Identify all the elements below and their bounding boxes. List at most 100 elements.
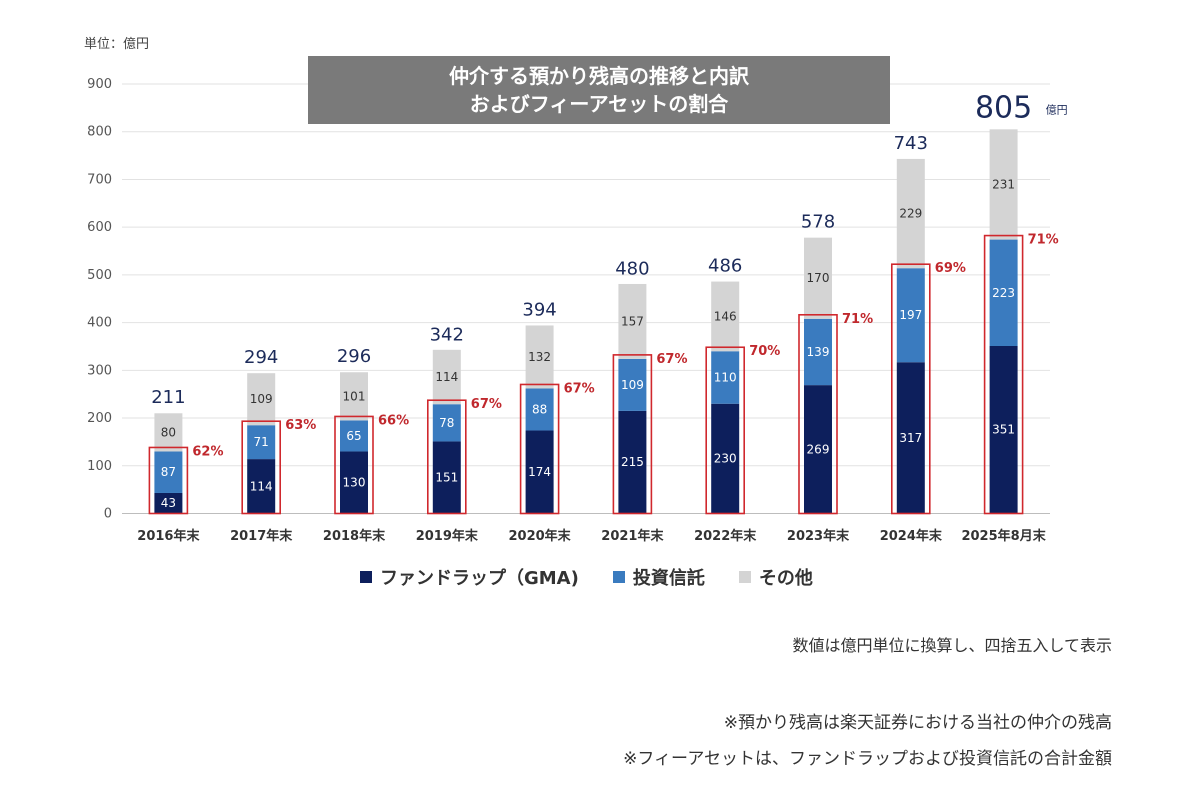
- y-tick-label: 600: [87, 220, 112, 235]
- bar-segment-investment-trust: [989, 239, 1018, 346]
- y-tick-label: 500: [87, 268, 112, 283]
- data-label-fund-wrap: 43: [161, 496, 176, 510]
- bar-segment-other: [432, 349, 461, 405]
- y-tick-label: 800: [87, 125, 112, 140]
- total-label: 296: [337, 346, 371, 367]
- y-tick-label: 700: [87, 172, 112, 187]
- bar-segment-fund-wrap: [247, 459, 276, 514]
- x-tick-label: 2021年末: [601, 528, 664, 544]
- data-label-investment-trust: 88: [532, 402, 547, 416]
- y-tick-label: 100: [87, 459, 112, 474]
- bar-segment-other: [711, 281, 740, 352]
- bar-segment-investment-trust: [618, 358, 647, 411]
- data-label-investment-trust: 110: [714, 370, 737, 384]
- fee-asset-highlight: [705, 346, 746, 515]
- bar-segment-investment-trust: [711, 351, 740, 404]
- fee-asset-ratio-label: 62%: [192, 444, 223, 459]
- data-label-other: 157: [621, 314, 644, 328]
- data-label-fund-wrap: 351: [992, 423, 1015, 437]
- bar-segment-other: [154, 413, 183, 452]
- bar-segment-fund-wrap: [154, 492, 183, 514]
- y-tick-label: 0: [104, 507, 112, 522]
- bar-segment-other: [525, 325, 554, 389]
- total-label: 743: [894, 133, 928, 154]
- chart-title-line-2: およびフィーアセットの割合: [469, 92, 729, 116]
- data-label-investment-trust: 109: [621, 378, 644, 392]
- data-label-fund-wrap: 151: [435, 470, 458, 484]
- fee-asset-highlight: [983, 234, 1024, 515]
- bar-segment-other: [804, 237, 832, 319]
- total-label: 805: [975, 90, 1032, 125]
- bar-segment-investment-trust: [247, 425, 276, 460]
- bar-segment-fund-wrap: [340, 451, 368, 514]
- legend-item-fund-wrap: ファンドラップ（GMA): [360, 564, 579, 590]
- legend-swatch-investment-trust: [612, 571, 625, 583]
- fee-asset-highlight: [798, 313, 838, 515]
- data-label-other: 132: [528, 350, 551, 364]
- note-rounding: 数値は億円単位に換算し、四捨五入して表示: [792, 636, 1112, 655]
- x-tick-label: 2024年末: [880, 528, 943, 544]
- data-label-fund-wrap: 130: [343, 475, 366, 489]
- data-label-investment-trust: 65: [346, 429, 361, 443]
- unit-label: 単位：億円: [84, 37, 150, 52]
- total-unit-label: 億円: [1046, 103, 1068, 116]
- y-tick-label: 900: [87, 77, 112, 92]
- data-label-investment-trust: 87: [161, 465, 176, 479]
- data-label-other: 109: [250, 392, 273, 406]
- legend-label-investment-trust: 投資信託: [632, 568, 705, 589]
- fee-asset-highlight: [241, 420, 281, 515]
- x-tick-label: 2018年末: [323, 528, 386, 544]
- bar-segment-fund-wrap: [804, 385, 832, 514]
- bar-segment-investment-trust: [432, 404, 461, 442]
- bar-segment-investment-trust: [154, 451, 183, 493]
- fee-asset-highlight: [612, 354, 653, 515]
- x-tick-label: 2017年末: [230, 528, 293, 544]
- bar-segment-fund-wrap: [896, 362, 925, 514]
- x-tick-label: 2025年8月末: [961, 528, 1046, 544]
- x-tick-label: 2023年末: [787, 528, 850, 544]
- data-label-investment-trust: 139: [807, 345, 830, 359]
- chart-title: 仲介する預かり残高の推移と内訳 およびフィーアセットの割合: [308, 56, 890, 124]
- data-label-other: 170: [807, 271, 830, 285]
- bar-segment-other: [247, 373, 276, 426]
- data-label-investment-trust: 78: [439, 416, 454, 430]
- fee-asset-ratio-label: 66%: [378, 413, 409, 428]
- x-tick-label: 2022年末: [694, 528, 757, 544]
- data-label-fund-wrap: 317: [899, 431, 922, 445]
- fee-asset-highlight: [334, 415, 374, 515]
- bar-segment-other: [618, 283, 647, 359]
- total-label: 486: [708, 256, 742, 277]
- legend: ファンドラップ（GMA) 投資信託 その他: [360, 564, 813, 590]
- note-balance-definition: ※預かり残高は楽天証券における当社の仲介の残高: [723, 713, 1112, 733]
- fee-asset-highlight: [148, 446, 189, 515]
- legend-swatch-fund-wrap: [360, 571, 372, 583]
- y-tick-label: 200: [87, 411, 112, 426]
- y-tick-label: 300: [87, 363, 112, 378]
- total-label: 394: [522, 299, 556, 320]
- bar-segment-investment-trust: [804, 318, 832, 386]
- fee-asset-ratio-label: 69%: [935, 261, 966, 276]
- data-label-other: 229: [899, 207, 922, 221]
- total-label: 578: [801, 212, 835, 233]
- fee-asset-ratio-label: 67%: [564, 381, 595, 396]
- fee-asset-ratio-label: 67%: [471, 397, 502, 412]
- fee-asset-ratio-label: 70%: [749, 344, 780, 359]
- total-label: 294: [244, 347, 278, 368]
- fee-asset-ratio-label: 63%: [285, 418, 316, 433]
- total-label: 211: [151, 387, 185, 408]
- bar-segment-other: [340, 372, 368, 421]
- bar-segment-other: [896, 158, 925, 269]
- bar-segment-fund-wrap: [618, 410, 647, 514]
- data-label-other: 231: [992, 177, 1015, 191]
- chart-title-line-1: 仲介する預かり残高の推移と内訳: [449, 64, 749, 88]
- total-label: 342: [430, 324, 464, 345]
- data-label-fund-wrap: 269: [807, 442, 830, 456]
- x-tick-label: 2016年末: [137, 528, 200, 544]
- data-label-fund-wrap: 174: [528, 465, 551, 479]
- legend-item-other: その他: [738, 564, 813, 590]
- fee-asset-ratio-label: 71%: [1028, 233, 1059, 248]
- fee-asset-highlight: [890, 263, 931, 515]
- x-tick-label: 2019年末: [416, 528, 479, 544]
